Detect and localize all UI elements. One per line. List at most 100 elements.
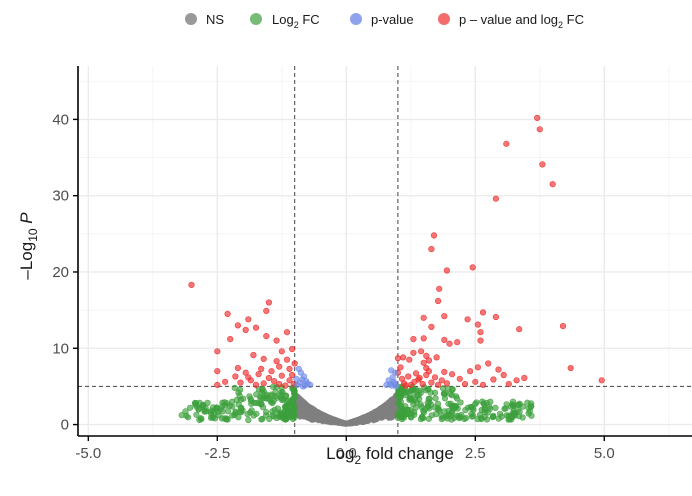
data-points	[178, 114, 605, 427]
point-both	[400, 354, 407, 361]
point-fc	[509, 398, 517, 405]
point-both	[411, 378, 418, 385]
point-both	[503, 140, 510, 147]
x-axis-title-tail: fold change	[361, 444, 454, 463]
point-ns	[379, 414, 386, 420]
point-both	[420, 359, 427, 366]
point-fc	[282, 403, 289, 410]
legend-p-swatch	[350, 13, 362, 25]
point-both	[425, 357, 433, 364]
point-fc	[468, 410, 475, 418]
point-ns	[301, 407, 307, 413]
point-fc	[490, 412, 497, 419]
point-ns	[323, 413, 329, 419]
x-tick-label: -5.0	[75, 445, 101, 462]
point-both	[273, 358, 280, 365]
point-fc	[519, 403, 527, 410]
point-p	[391, 380, 398, 387]
legend-fc-label-tail: FC	[299, 12, 320, 27]
point-both	[469, 264, 476, 271]
point-fc	[486, 403, 493, 410]
point-fc	[201, 407, 208, 414]
point-fc	[432, 395, 439, 402]
point-both	[456, 375, 463, 382]
point-both	[276, 381, 283, 388]
point-fc	[445, 411, 452, 418]
point-both	[188, 281, 195, 289]
point-both	[406, 356, 413, 363]
point-both	[433, 354, 440, 361]
point-both	[431, 374, 439, 381]
point-fc	[515, 413, 523, 420]
y-tick-label: 40	[52, 111, 69, 128]
y-axis-title-main: –Log	[17, 242, 36, 280]
point-both	[428, 379, 435, 386]
point-both	[539, 161, 546, 168]
point-both	[214, 368, 221, 375]
point-fc	[231, 384, 238, 392]
x-axis-title: Log2 fold change	[326, 444, 454, 467]
point-fc	[417, 416, 425, 423]
point-both	[291, 360, 298, 367]
point-both	[441, 336, 448, 344]
y-tick-label: 10	[52, 340, 69, 357]
point-both	[441, 368, 448, 376]
point-both	[420, 314, 427, 321]
y-axis-title-sub: 10	[26, 228, 40, 242]
point-both	[283, 356, 291, 363]
point-fc	[409, 397, 416, 404]
point-both	[479, 381, 487, 389]
point-fc	[193, 411, 200, 418]
point-fc	[448, 392, 456, 399]
legend-fc-label-main: Log	[272, 12, 294, 27]
point-both	[227, 336, 234, 343]
tick-labels: -5.0 -2.5 0.0 2.5 5.0 0 10 20 30 40	[52, 111, 614, 462]
point-both	[234, 322, 241, 329]
point-both	[237, 379, 244, 386]
point-both	[286, 365, 293, 373]
point-ns	[326, 417, 332, 423]
legend-fc-swatch	[250, 13, 262, 25]
point-both	[397, 364, 404, 371]
y-axis-title: –Log10 P	[17, 212, 40, 280]
point-ns	[382, 406, 389, 412]
legend-both-swatch	[438, 13, 450, 25]
point-both	[430, 232, 438, 239]
point-both	[485, 360, 492, 367]
point-ns	[307, 404, 313, 410]
point-fc	[484, 409, 491, 416]
point-both	[449, 371, 456, 378]
point-fc	[434, 400, 442, 408]
point-both	[420, 335, 427, 342]
point-fc	[258, 416, 265, 423]
point-both	[405, 373, 412, 380]
point-both	[263, 333, 270, 340]
point-both	[410, 349, 417, 356]
point-p	[383, 381, 390, 389]
point-fc	[481, 413, 488, 421]
point-both	[258, 365, 265, 373]
point-ns	[317, 415, 323, 421]
point-fc	[457, 399, 464, 406]
point-fc	[441, 395, 449, 402]
point-both	[567, 365, 574, 372]
point-fc	[449, 386, 456, 394]
point-both	[250, 352, 257, 359]
point-both	[232, 373, 239, 380]
point-fc	[264, 395, 271, 402]
point-both	[402, 382, 409, 389]
x-tick-label: 2.5	[465, 445, 486, 462]
point-p	[299, 383, 307, 390]
point-both	[474, 321, 482, 328]
point-fc	[288, 409, 295, 416]
point-fc	[492, 404, 499, 412]
point-fc	[431, 389, 439, 396]
point-both	[443, 267, 451, 274]
point-fc	[481, 401, 488, 408]
point-ns	[352, 420, 358, 426]
point-fc	[269, 399, 276, 407]
x-tick-label: 0.0	[336, 445, 357, 462]
legend-both-label-sub: 2	[558, 20, 563, 30]
point-both	[278, 348, 285, 355]
